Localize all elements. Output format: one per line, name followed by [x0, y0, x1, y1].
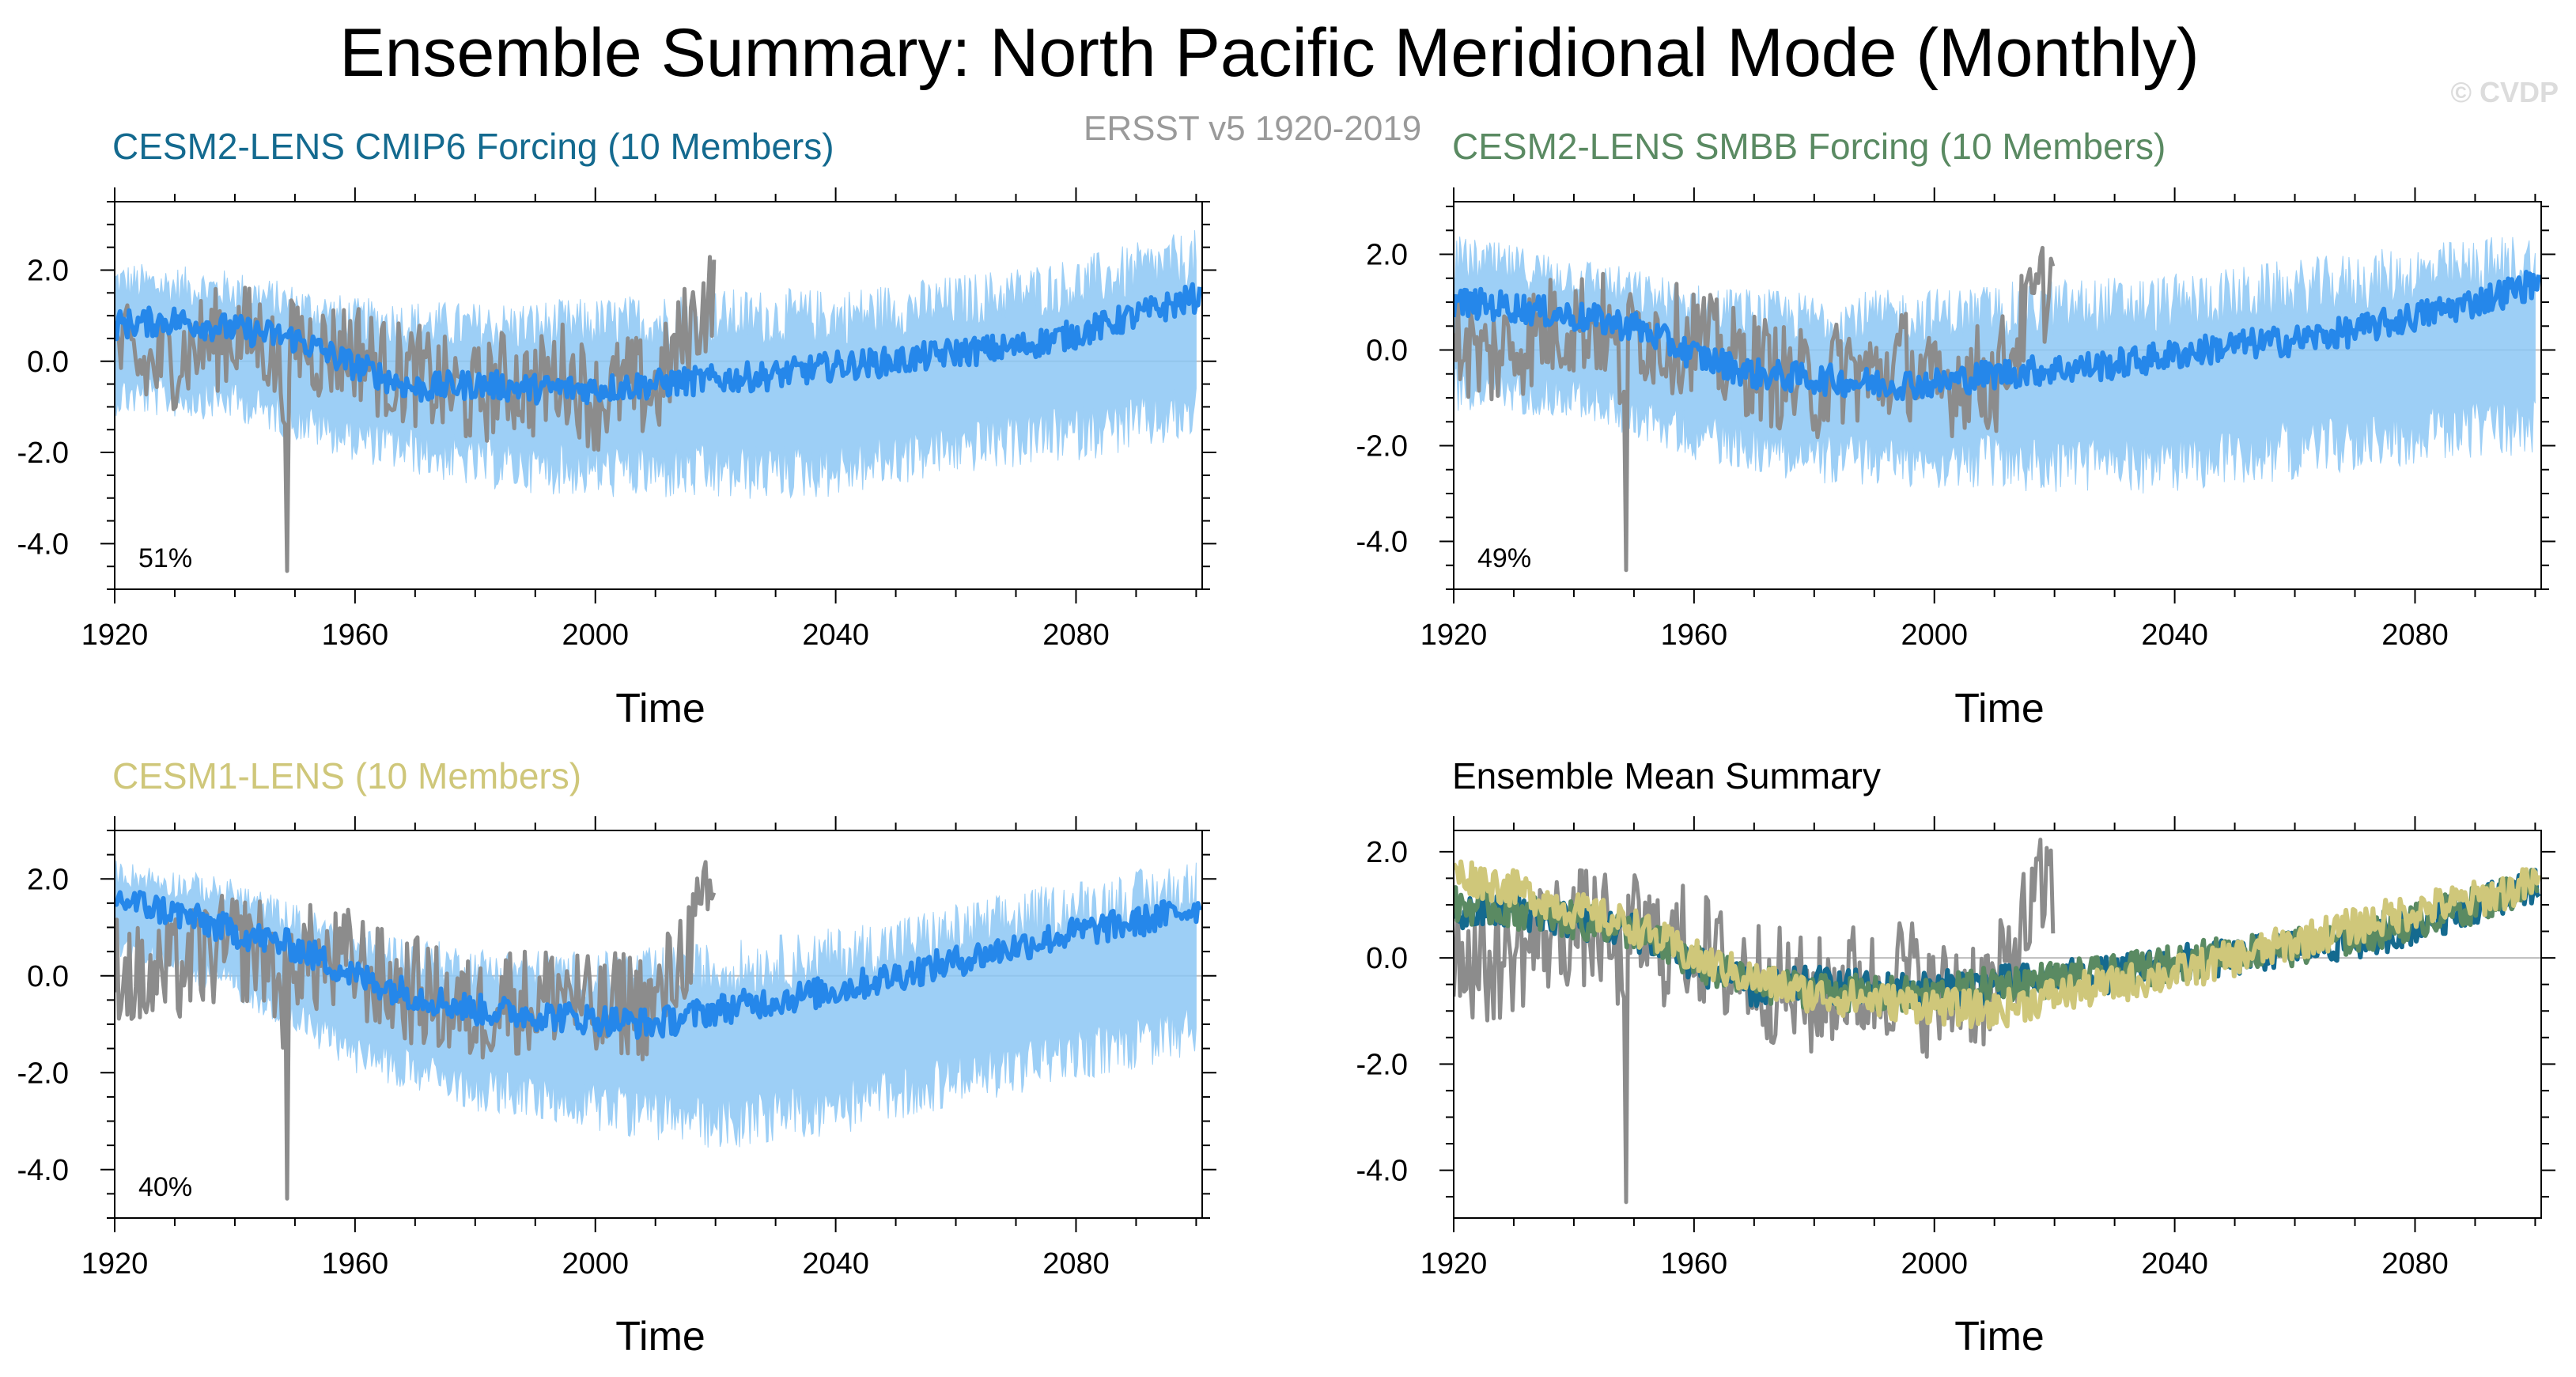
x-tick-label: 1960	[322, 619, 389, 652]
y-tick-label: -4.0	[1356, 526, 1408, 559]
y-tick-label: 0.0	[27, 960, 69, 993]
x-tick-label: 2080	[1042, 619, 1110, 652]
x-tick-label: 2080	[2381, 1247, 2449, 1281]
panel-2-plot: 1920 1960 2000 2040 2080 2.0 0.0 -2.0 -4.0 49%	[1356, 187, 2555, 652]
x-tick-label: 2000	[1901, 619, 1968, 652]
y-tick-label: 0.0	[27, 346, 69, 379]
plot-frame	[1453, 830, 2542, 1219]
cvdp-watermark: © CVDP	[2450, 76, 2559, 108]
y-tick-label: -2.0	[1356, 1048, 1408, 1081]
x-tick-label: 1920	[1420, 619, 1488, 652]
panel-4-plot: 1920 1960 2000 2040 2080 2.0 0.0 -2.0 -4.0	[1356, 816, 2555, 1281]
x-tick-label: 1920	[1420, 1247, 1488, 1281]
x-tick-label: 1960	[1661, 619, 1728, 652]
x-tick-label: 2000	[1901, 1247, 1968, 1281]
percentage-annotation: 51%	[138, 543, 192, 573]
series-line-3	[115, 890, 1202, 1040]
figure-title: Ensemble Summary: North Pacific Meridion…	[339, 15, 2200, 91]
panel-1-plot: 1920 1960 2000 2040 2080 2.0 0.0 -2.0 -4.0 51%	[17, 187, 1216, 652]
panel-4-xlabel: Time	[1954, 1314, 2045, 1360]
observations-line	[115, 860, 717, 1201]
percentage-annotation: 49%	[1477, 543, 1531, 573]
y-tick-label: 2.0	[1366, 836, 1408, 869]
panel-3-plot: 1920 1960 2000 2040 2080 2.0 0.0 -2.0 -4.0 40%	[17, 816, 1216, 1281]
x-tick-label: 2040	[802, 619, 869, 652]
x-tick-label: 2040	[802, 1247, 869, 1281]
x-tick-label: 1960	[1661, 1247, 1728, 1281]
x-tick-label: 2080	[1042, 1247, 1110, 1281]
observations-subtitle: ERSST v5 1920-2019	[1084, 109, 1422, 148]
y-tick-label: -4.0	[17, 1154, 69, 1187]
x-tick-label: 2040	[2141, 619, 2208, 652]
panel-1-xlabel: Time	[615, 686, 705, 732]
x-tick-label: 2040	[2141, 1247, 2208, 1281]
percentage-annotation: 40%	[138, 1172, 192, 1202]
panel-4-title: Ensemble Mean Summary	[1452, 755, 1881, 796]
y-tick-label: -2.0	[17, 1057, 69, 1090]
y-tick-label: -4.0	[1356, 1155, 1408, 1188]
panel-2-title: CESM2-LENS SMBB Forcing (10 Members)	[1452, 126, 2166, 167]
x-tick-label: 2000	[562, 1247, 629, 1281]
ensemble-member-spread	[115, 230, 1197, 499]
panel-2-xlabel: Time	[1954, 686, 2045, 732]
y-tick-label: -2.0	[17, 437, 69, 470]
plot-frame	[114, 201, 1203, 590]
x-tick-label: 2080	[2381, 619, 2449, 652]
x-tick-label: 2000	[562, 619, 629, 652]
y-tick-label: 2.0	[27, 863, 69, 896]
y-tick-label: 2.0	[1366, 239, 1408, 272]
y-tick-label: 0.0	[1366, 942, 1408, 975]
y-tick-label: 2.0	[27, 254, 69, 287]
x-tick-label: 1920	[81, 1247, 149, 1281]
series-line-3	[115, 282, 1202, 406]
y-tick-label: -4.0	[17, 528, 69, 561]
plot-frame	[1453, 201, 2542, 590]
y-tick-label: -2.0	[1356, 430, 1408, 463]
series-line-3	[1454, 270, 2541, 402]
x-tick-label: 1920	[81, 619, 149, 652]
panel-3-xlabel: Time	[615, 1314, 705, 1360]
panel-3-title: CESM1-LENS (10 Members)	[112, 755, 582, 796]
y-tick-label: 0.0	[1366, 335, 1408, 368]
x-tick-label: 1960	[322, 1247, 389, 1281]
series-line-4	[1454, 859, 2541, 1030]
panel-1-title: CESM2-LENS CMIP6 Forcing (10 Members)	[112, 126, 834, 167]
